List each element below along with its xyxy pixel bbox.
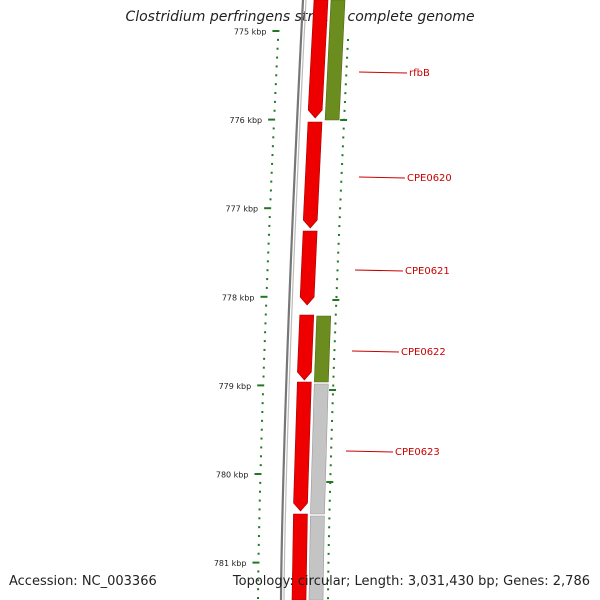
gene-label: rfbB [409,68,430,79]
gene-label-leader [354,269,404,272]
gene-arrow-forward [299,230,318,306]
gene-arrow-forward [297,314,315,381]
scale-tick-label: 780 kbp [216,471,249,480]
gene-arrow-forward [293,381,312,512]
gene-label: CPE0623 [395,447,440,458]
gene-label-leader [358,71,408,74]
scale-tick-label: 777 kbp [226,205,259,214]
topology-text: Topology: circular; Length: 3,031,430 bp… [232,574,590,589]
scale-tick-label: 779 kbp [219,382,252,391]
gene-label-leader [358,176,406,179]
scale-tick-label: 781 kbp [214,559,247,568]
gene-arrow-forward [291,513,308,600]
backbone-line [279,0,305,600]
gene-label: CPE0620 [407,173,452,184]
gene-arrow-reverse [308,515,325,600]
accession-text: Accession: NC_003366 [9,574,157,589]
map-title: Clostridium perfringens str. 13, complet… [125,9,475,25]
gene-label: CPE0621 [405,266,450,277]
gene-label: CPE0622 [401,347,446,358]
gene-arrow-reverse [310,383,329,515]
backbone-line-inner [283,0,307,600]
scale-tick-label: 775 kbp [234,28,267,37]
gene-arrow-forward [302,121,323,229]
gene-label-leader [351,350,400,353]
gene-label-leader [345,450,394,453]
gene-arrow-reverse [314,315,332,383]
scale-tick-label: 778 kbp [222,293,255,302]
scale-tick-label: 776 kbp [230,116,263,125]
gene-arrow-forward [307,0,329,119]
gene-arrow-reverse [324,0,346,121]
